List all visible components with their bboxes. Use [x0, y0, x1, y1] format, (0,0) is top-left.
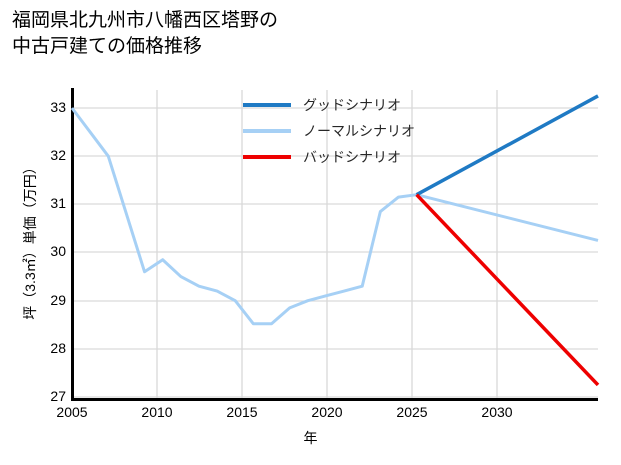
- legend-swatch-normal: [243, 129, 291, 133]
- legend-item-good: グッドシナリオ: [243, 92, 415, 118]
- legend-label-good: グッドシナリオ: [303, 97, 401, 113]
- chart-legend: グッドシナリオ ノーマルシナリオ バッドシナリオ: [243, 92, 415, 170]
- y-tick-label: 29: [50, 292, 66, 308]
- y-tick-label: 30: [50, 243, 66, 259]
- x-axis-label: 年: [303, 430, 318, 446]
- gridlines-horizontal: [72, 107, 598, 398]
- legend-item-normal: ノーマルシナリオ: [243, 118, 415, 144]
- legend-item-bad: バッドシナリオ: [243, 144, 415, 170]
- x-tick-label: 2020: [311, 404, 343, 420]
- x-tick-label: 2025: [396, 404, 428, 420]
- y-tick-label: 31: [50, 195, 66, 211]
- series-line: [70, 107, 599, 326]
- y-tick-label: 28: [50, 340, 66, 356]
- gridlines-vertical: [71, 90, 498, 399]
- y-tick-label: 33: [50, 99, 66, 115]
- y-tick-label: 27: [50, 388, 66, 404]
- x-tick-label: 2005: [56, 404, 88, 420]
- legend-label-normal: ノーマルシナリオ: [303, 123, 415, 139]
- y-tick-label: 32: [50, 147, 66, 163]
- legend-swatch-bad: [243, 155, 291, 159]
- x-tick-label: 2030: [481, 404, 513, 420]
- legend-label-bad: バッドシナリオ: [303, 149, 401, 165]
- series-line: [415, 193, 600, 387]
- chart-title: 福岡県北九州市八幡西区塔野の 中古戸建ての価格推移: [12, 10, 279, 57]
- legend-swatch-good: [243, 103, 291, 107]
- series-line: [415, 94, 599, 197]
- series-lines: [70, 94, 600, 387]
- x-tick-label: 2010: [141, 404, 173, 420]
- x-tick-label: 2015: [226, 404, 258, 420]
